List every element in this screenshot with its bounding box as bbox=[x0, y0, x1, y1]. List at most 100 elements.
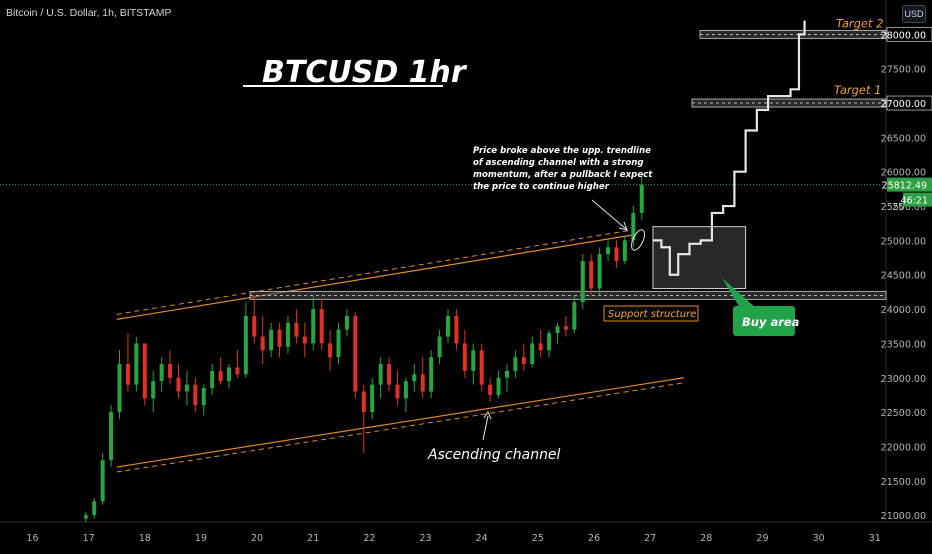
candle-body bbox=[159, 364, 164, 382]
candle-body bbox=[260, 336, 265, 351]
channel-label: Ascending channel bbox=[427, 447, 561, 463]
candle-body bbox=[193, 384, 198, 406]
channel-upper-line bbox=[116, 234, 634, 320]
candle-body bbox=[429, 357, 434, 392]
symbol-label: Bitcoin / U.S. Dollar, 1h, BITSTAMP bbox=[6, 7, 172, 19]
candle-body bbox=[555, 326, 560, 334]
candle-body bbox=[210, 370, 215, 389]
time-axis: 16 17 18 19 20 21 22 23 24 25 26 27 28 29 30 31 bbox=[26, 533, 880, 544]
buy-callout-box bbox=[733, 306, 795, 336]
y-level-badge bbox=[886, 26, 932, 42]
y-tick-label: 24500.00 bbox=[881, 271, 926, 282]
candle-body bbox=[496, 377, 501, 395]
candle-body bbox=[631, 212, 636, 241]
channel-arrow-head bbox=[483, 410, 492, 420]
candle-body bbox=[572, 302, 577, 330]
x-tick-label: 27 bbox=[644, 533, 656, 544]
candle-body bbox=[201, 388, 206, 406]
candle-body bbox=[378, 364, 383, 385]
candle-body bbox=[563, 326, 568, 330]
ascending-channel bbox=[116, 229, 684, 473]
candle-body bbox=[395, 384, 400, 399]
candle-body bbox=[109, 412, 114, 461]
target2-label: Target 2 bbox=[836, 16, 883, 30]
candle-body bbox=[471, 350, 476, 371]
y-tick-label: 25000.00 bbox=[881, 236, 926, 247]
y-tick-label: 26500.00 bbox=[881, 133, 926, 144]
y-tick-label: 26000.00 bbox=[881, 168, 926, 179]
candle-body bbox=[606, 247, 611, 255]
target1-label: Target 1 bbox=[834, 83, 881, 97]
x-tick-label: 21 bbox=[307, 533, 319, 544]
candle-body bbox=[142, 343, 147, 399]
candle-body bbox=[547, 333, 552, 351]
candle-body bbox=[151, 381, 156, 399]
current-price-badge bbox=[887, 177, 932, 192]
candle-body bbox=[328, 343, 333, 358]
y-level-badge-text: 28000.00 bbox=[881, 30, 926, 41]
candle-body bbox=[168, 364, 173, 378]
candle-body bbox=[294, 322, 299, 337]
candle-body bbox=[530, 343, 535, 365]
x-tick-label: 20 bbox=[251, 533, 263, 544]
candle-body bbox=[134, 343, 139, 385]
candle-body bbox=[622, 240, 627, 261]
note-line: of ascending channel with a strong bbox=[473, 158, 644, 168]
note-line: the price to continue higher bbox=[473, 182, 610, 192]
x-tick-label: 25 bbox=[532, 533, 544, 544]
candle-body bbox=[370, 384, 375, 413]
x-tick-label: 30 bbox=[813, 533, 825, 544]
candle-body bbox=[538, 343, 543, 351]
y-tick-partial: 25 bbox=[892, 202, 904, 213]
candle-body bbox=[387, 364, 392, 385]
candle-body bbox=[353, 315, 358, 392]
current-price-text: 25812.49 bbox=[882, 181, 927, 192]
buy-area-rect bbox=[652, 226, 747, 289]
y-tick-label: 22000.00 bbox=[881, 442, 926, 453]
x-tick-label: 16 bbox=[26, 533, 38, 544]
y-tick-label: 21000.00 bbox=[881, 511, 926, 522]
candle-body bbox=[513, 357, 518, 371]
candle-body bbox=[479, 350, 484, 385]
buy-callout-pointer bbox=[722, 278, 756, 308]
currency-button[interactable]: USD bbox=[902, 5, 926, 23]
candle-body bbox=[83, 515, 88, 519]
projection-line bbox=[652, 20, 806, 276]
candle-body bbox=[285, 322, 290, 347]
x-tick-label: 17 bbox=[83, 533, 95, 544]
y-tick-label: 24000.00 bbox=[881, 305, 926, 316]
candle-body bbox=[344, 315, 349, 330]
y-level-badge-text: 27000.00 bbox=[881, 99, 926, 110]
candle-body bbox=[639, 184, 644, 213]
candle-body bbox=[243, 315, 248, 375]
y-level-badge bbox=[886, 95, 932, 111]
y-tick-label: 23000.00 bbox=[881, 374, 926, 385]
note-line: momentum, after a pullback I expect bbox=[473, 170, 653, 180]
y-tick-label: 22500.00 bbox=[881, 408, 926, 419]
candle-body bbox=[100, 460, 105, 502]
breakout-circle bbox=[631, 229, 645, 251]
support-label: Support structure bbox=[608, 309, 696, 320]
candle-body bbox=[462, 343, 467, 371]
y-tick-label: 23500.00 bbox=[881, 339, 926, 350]
candle-body bbox=[252, 315, 257, 337]
x-tick-label: 23 bbox=[419, 533, 431, 544]
candle-body bbox=[311, 309, 316, 344]
candle-body bbox=[227, 367, 231, 382]
candle-body bbox=[488, 384, 493, 395]
support-label-box bbox=[603, 305, 699, 322]
buy-area-box bbox=[652, 226, 747, 289]
channel-lower-line bbox=[116, 377, 684, 468]
candle-body bbox=[336, 329, 341, 358]
candle-body bbox=[521, 357, 526, 365]
candle-body bbox=[92, 501, 97, 516]
candle-body bbox=[504, 370, 509, 378]
note-line: Price broke above the upp. trendline bbox=[473, 146, 651, 156]
note-arrow-line bbox=[591, 199, 627, 230]
buy-area-label: Buy area bbox=[742, 315, 800, 329]
channel-upper-midline bbox=[116, 229, 634, 315]
candle-body bbox=[269, 329, 274, 351]
price-axis: 21000.00 21500.00 22000.00 22500.00 23000.00… bbox=[881, 26, 932, 522]
